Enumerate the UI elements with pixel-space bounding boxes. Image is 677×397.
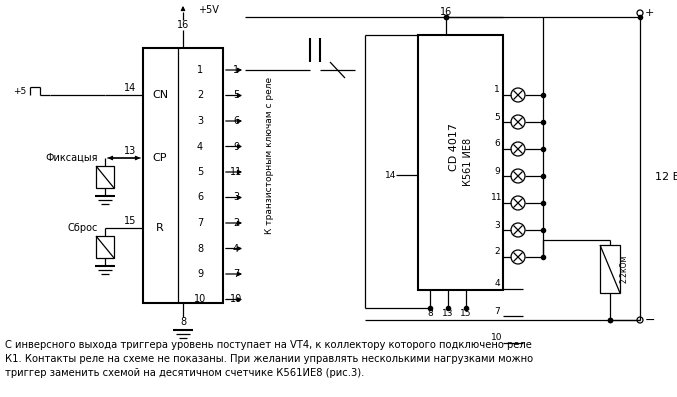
Text: К1. Контакты реле на схеме не показаны. При желании управлять несколькими нагруз: К1. Контакты реле на схеме не показаны. … [5, 354, 533, 364]
Bar [143, 48, 223, 303]
Text: +5V: +5V [198, 5, 219, 15]
Text: CP: CP [153, 153, 167, 163]
Text: 3: 3 [233, 193, 239, 202]
Bar [418, 35, 503, 290]
Text: 5: 5 [494, 112, 500, 121]
Text: 4: 4 [494, 279, 500, 289]
Text: 15: 15 [460, 308, 472, 318]
Bar [600, 245, 620, 293]
Text: 3: 3 [494, 220, 500, 229]
Text: 2: 2 [233, 218, 239, 228]
Text: 13: 13 [124, 146, 136, 156]
Text: К561 ИЕ8: К561 ИЕ8 [463, 138, 473, 186]
Text: 10: 10 [230, 295, 242, 304]
Text: К транзисторным ключам с реле: К транзисторным ключам с реле [265, 77, 274, 233]
Text: Фиксацыя: Фиксацыя [45, 153, 98, 163]
Text: триггер заменить схемой на десятичном счетчике К561ИЕ8 (рис.3).: триггер заменить схемой на десятичном сч… [5, 368, 364, 378]
Text: CN: CN [152, 90, 168, 100]
Text: 2: 2 [494, 247, 500, 256]
Bar [96, 166, 114, 188]
Text: 8: 8 [197, 243, 203, 254]
Text: 1: 1 [233, 65, 239, 75]
Text: 6: 6 [494, 139, 500, 148]
Text: 3: 3 [197, 116, 203, 126]
Text: Сброс: Сброс [68, 223, 98, 233]
Text: 14: 14 [385, 170, 397, 179]
Text: 12 В: 12 В [655, 172, 677, 182]
Text: +: + [645, 8, 655, 18]
Text: CD 4017: CD 4017 [449, 123, 459, 171]
Text: 14: 14 [124, 83, 136, 93]
Text: 7: 7 [197, 218, 203, 228]
Text: 15: 15 [124, 216, 136, 226]
Text: 16: 16 [440, 7, 452, 17]
Text: 1: 1 [494, 85, 500, 94]
Text: 7: 7 [494, 306, 500, 316]
Text: 11: 11 [230, 167, 242, 177]
Text: R: R [156, 223, 164, 233]
Text: 9: 9 [494, 166, 500, 175]
Text: 4: 4 [197, 141, 203, 152]
Text: 4: 4 [233, 243, 239, 254]
Text: 13: 13 [442, 308, 454, 318]
Text: 6: 6 [197, 193, 203, 202]
Text: 9: 9 [197, 269, 203, 279]
Text: 10: 10 [194, 295, 206, 304]
Text: 6: 6 [233, 116, 239, 126]
Text: 2.2кОм: 2.2кОм [619, 255, 628, 283]
Text: 7: 7 [233, 269, 239, 279]
Text: 8: 8 [180, 317, 186, 327]
Bar [96, 236, 114, 258]
Text: 1: 1 [197, 65, 203, 75]
Text: С инверсного выхода триггера уровень поступает на VT4, к коллектору которого под: С инверсного выхода триггера уровень пос… [5, 340, 532, 350]
Text: −: − [645, 314, 655, 326]
Text: 8: 8 [427, 308, 433, 318]
Text: 16: 16 [177, 20, 189, 30]
Text: 11: 11 [492, 193, 503, 202]
Text: +5: +5 [13, 87, 26, 96]
Text: 10: 10 [492, 333, 503, 343]
Text: 2: 2 [197, 91, 203, 100]
Text: 9: 9 [233, 141, 239, 152]
Text: 5: 5 [233, 91, 239, 100]
Text: 5: 5 [197, 167, 203, 177]
